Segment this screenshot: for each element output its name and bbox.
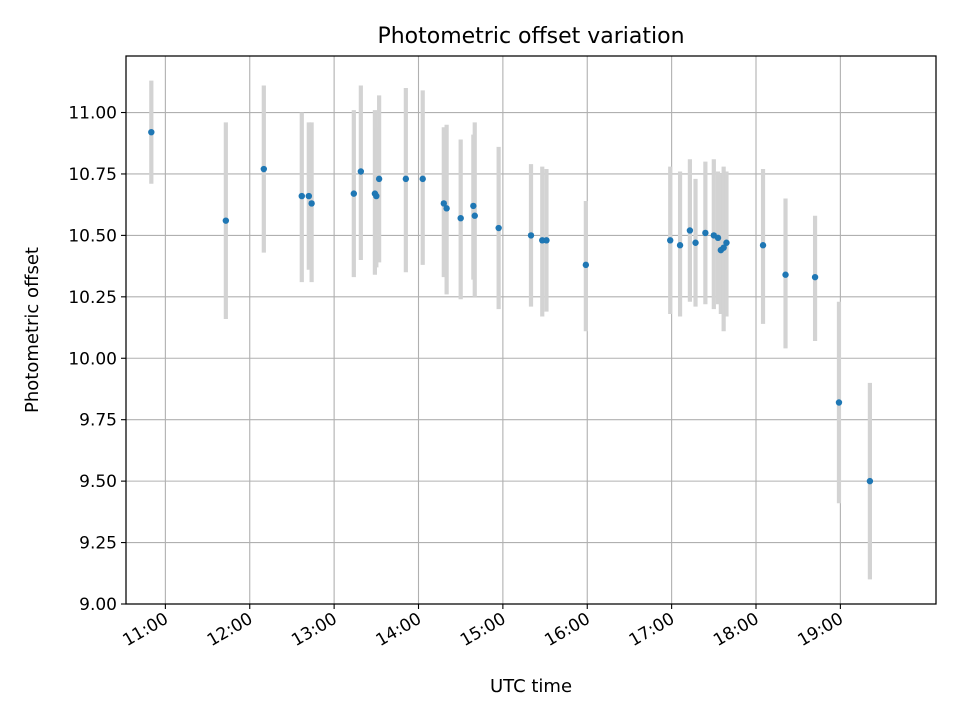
data-point bbox=[676, 242, 684, 249]
y-tick-label: 9.25 bbox=[79, 534, 117, 554]
y-tick-label: 10.50 bbox=[68, 226, 117, 246]
x-tick-label: 15:00 bbox=[457, 609, 509, 651]
data-point bbox=[440, 200, 448, 207]
chart-title: Photometric offset variation bbox=[377, 24, 684, 49]
data-point bbox=[582, 261, 590, 269]
y-tick-label: 9.00 bbox=[79, 595, 117, 615]
data-point bbox=[419, 175, 426, 183]
data-point bbox=[835, 399, 843, 406]
data-point bbox=[692, 239, 699, 246]
x-tick-label: 17:00 bbox=[626, 609, 678, 651]
plot-frame bbox=[125, 55, 937, 605]
data-point bbox=[357, 168, 365, 175]
x-tick-label: 16:00 bbox=[541, 609, 593, 651]
y-tick-label: 9.75 bbox=[79, 411, 117, 431]
data-point bbox=[866, 477, 874, 485]
data-point bbox=[702, 229, 709, 237]
y-tick-label: 11.00 bbox=[68, 104, 117, 124]
data-point bbox=[260, 165, 268, 173]
x-tick-label: 19:00 bbox=[794, 609, 846, 651]
y-tick-label: 10.00 bbox=[68, 349, 117, 369]
error-bars bbox=[149, 80, 873, 580]
x-tick-label: 13:00 bbox=[288, 609, 340, 651]
data-points bbox=[148, 128, 874, 485]
data-point bbox=[720, 244, 727, 251]
x-tick-label: 11:00 bbox=[119, 609, 171, 651]
data-point bbox=[470, 202, 477, 210]
x-tick-label: 12:00 bbox=[204, 609, 256, 651]
data-point bbox=[714, 234, 722, 242]
data-point bbox=[298, 192, 305, 200]
x-tick-label: 14:00 bbox=[373, 609, 425, 651]
data-point bbox=[527, 232, 535, 239]
data-point bbox=[686, 227, 694, 234]
data-point bbox=[457, 214, 464, 222]
data-point bbox=[543, 237, 550, 244]
data-point bbox=[759, 242, 767, 249]
data-point bbox=[222, 217, 230, 224]
x-axis-ticks: 11:00 12:00 13:00 14:00 15:00 16:00 17:00 18:00… bbox=[119, 604, 847, 651]
y-tick-label: 10.75 bbox=[68, 165, 117, 185]
y-axis-ticks: 9.00 9.25 9.50 9.75 10.00 10.25 10.50 10.75 11.0… bbox=[68, 104, 126, 615]
data-point bbox=[375, 175, 383, 183]
data-point bbox=[373, 192, 380, 200]
data-point bbox=[495, 224, 502, 232]
y-tick-label: 9.50 bbox=[79, 472, 117, 492]
data-point bbox=[350, 190, 358, 197]
x-tick-label: 18:00 bbox=[710, 609, 762, 651]
data-point bbox=[402, 175, 410, 183]
y-axis-label: Photometric offset bbox=[22, 247, 43, 413]
data-point bbox=[667, 237, 674, 244]
data-point bbox=[811, 273, 819, 281]
data-point bbox=[471, 212, 478, 219]
data-point bbox=[308, 200, 315, 207]
data-point bbox=[443, 205, 450, 212]
y-tick-label: 10.25 bbox=[68, 288, 117, 308]
data-point bbox=[782, 271, 789, 278]
data-point bbox=[148, 128, 155, 136]
data-point bbox=[305, 192, 313, 200]
data-point bbox=[723, 239, 730, 246]
x-axis-label: UTC time bbox=[490, 676, 572, 697]
